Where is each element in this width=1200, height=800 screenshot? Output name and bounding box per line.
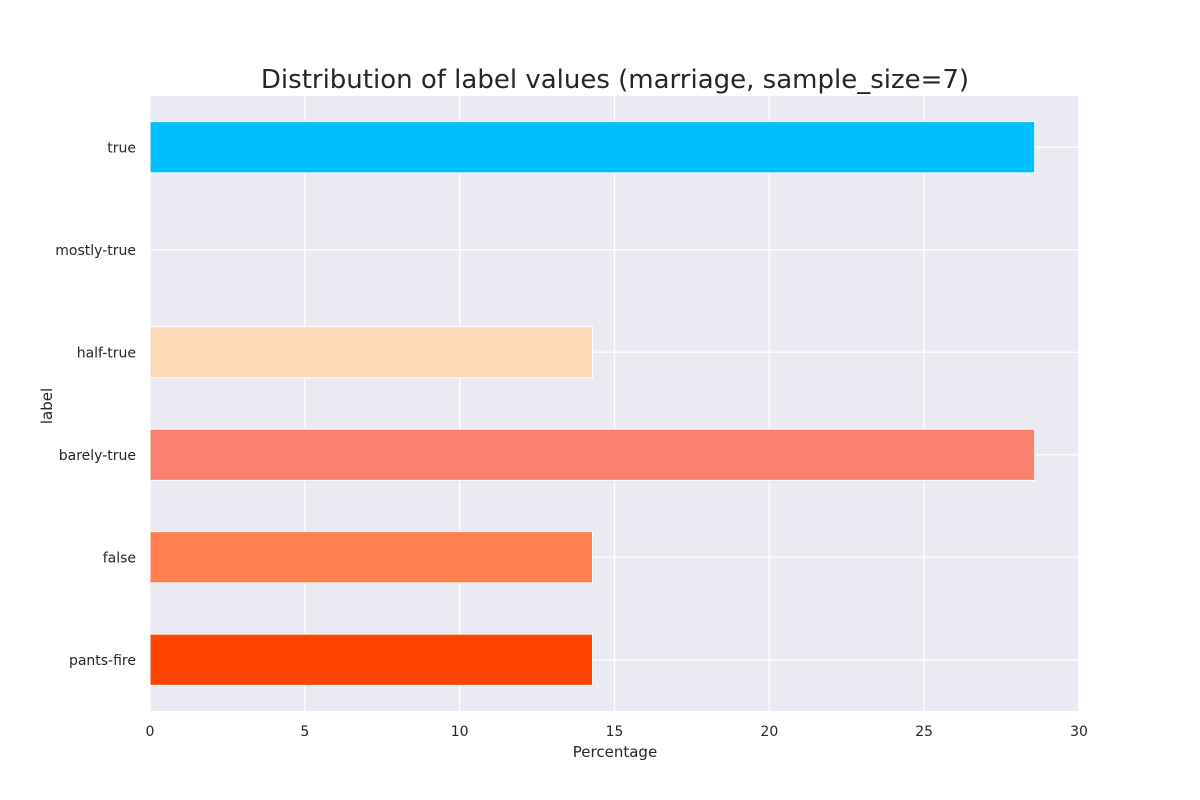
x-tick-label: 25 — [915, 724, 933, 740]
bar-half-true — [149, 326, 594, 379]
y-tick-label: barely-true — [59, 448, 136, 464]
bar-true — [149, 121, 1036, 174]
x-tick-label: 15 — [606, 724, 624, 740]
x-tick-label: 5 — [300, 724, 309, 740]
y-tick-label: pants-fire — [69, 653, 136, 669]
bar-false — [149, 531, 594, 584]
y-axis-label: label — [38, 388, 56, 424]
x-tick-label: 20 — [760, 724, 778, 740]
x-tick-label: 0 — [146, 724, 155, 740]
y-tick-labels: pants-fire false barely-true half-true mostl… — [55, 140, 136, 669]
y-tick-label: half-true — [77, 345, 136, 361]
x-axis-label: Percentage — [573, 743, 657, 761]
bars — [149, 121, 1036, 686]
y-tick-label: false — [103, 550, 136, 566]
chart-title: Distribution of label values (marriage, … — [261, 65, 969, 95]
y-tick-label: mostly-true — [55, 243, 136, 259]
x-tick-label: 30 — [1070, 724, 1088, 740]
x-tick-labels: 0 5 10 15 20 25 30 — [146, 724, 1088, 740]
bar-pants-fire — [149, 633, 594, 686]
y-tick-label: true — [107, 140, 136, 156]
bar-barely-true — [149, 428, 1036, 481]
x-tick-label: 10 — [451, 724, 469, 740]
